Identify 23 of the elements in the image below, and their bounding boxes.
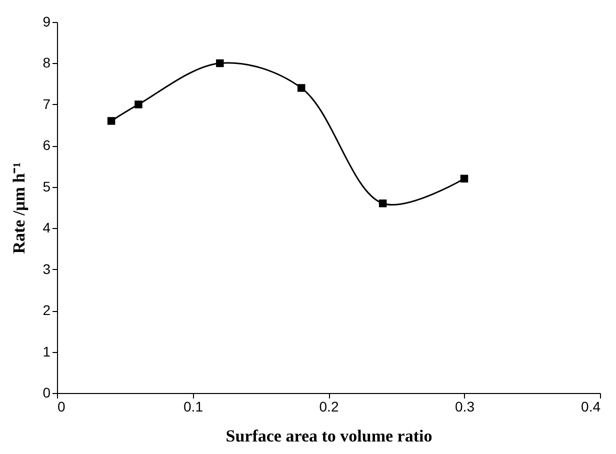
point (134, 100, 142, 108)
y-tick-label: 8 (42, 54, 51, 71)
x-tick-label: 0.3 (455, 398, 475, 414)
y-tick-label: 5 (42, 178, 51, 194)
point (216, 59, 224, 68)
y-tick-label: 0 (42, 384, 51, 400)
y-tick-label: 3 (42, 260, 51, 277)
y-tick-label: 4 (42, 220, 51, 236)
point (460, 174, 468, 183)
point (378, 200, 387, 208)
y-tick-label: 2 (42, 302, 51, 318)
x-tick-label: 0 (58, 398, 66, 414)
y-tick-label: 9 (42, 14, 51, 30)
y-tick-label: 7 (42, 96, 51, 112)
point (297, 84, 306, 92)
x-tick-label: 0.1 (184, 398, 204, 414)
x-tick-label: 0.2 (319, 398, 339, 414)
x-axis-title: Surface area to volume ratio (226, 426, 432, 446)
y-tick-label: 6 (42, 137, 51, 154)
x-tick-label: 0.4 (581, 398, 601, 414)
y-axis-title: Rate /μm h⁻¹ (10, 162, 29, 254)
point (107, 117, 116, 125)
y-tick-label: 1 (42, 343, 51, 360)
